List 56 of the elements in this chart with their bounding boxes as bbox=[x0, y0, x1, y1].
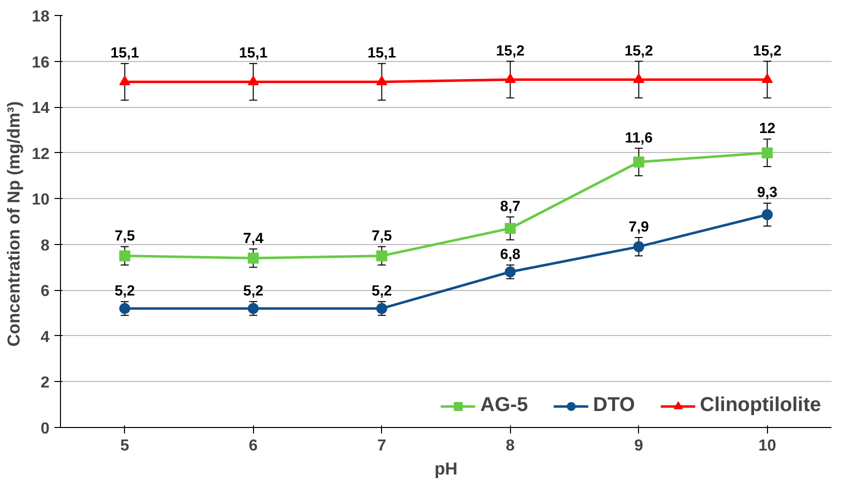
x-tick-label: 6 bbox=[248, 438, 258, 454]
x-tick-label: 5 bbox=[120, 438, 130, 454]
y-tick-label: 10 bbox=[32, 192, 50, 209]
point bbox=[376, 302, 388, 314]
data-label: 7,5 bbox=[114, 228, 135, 245]
point bbox=[119, 76, 130, 86]
data-label: 15,1 bbox=[110, 46, 140, 62]
point bbox=[504, 73, 516, 83]
data-label: 5,2 bbox=[243, 284, 264, 300]
point bbox=[248, 302, 259, 314]
x-tick-label: 10 bbox=[758, 438, 776, 454]
data-label: 15,2 bbox=[624, 43, 654, 60]
data-label: 7,5 bbox=[372, 228, 392, 245]
y-tick-label: 8 bbox=[40, 237, 50, 254]
point bbox=[376, 76, 388, 86]
y-tick-label: 12 bbox=[32, 146, 50, 163]
point bbox=[248, 76, 259, 86]
data-label: 15,1 bbox=[238, 46, 268, 62]
y-tick-label: 6 bbox=[40, 283, 50, 300]
data-label: 5,2 bbox=[114, 284, 135, 300]
legend-label: DTO bbox=[593, 394, 635, 417]
point bbox=[248, 252, 259, 264]
data-label: 9,3 bbox=[757, 185, 778, 202]
point bbox=[119, 302, 130, 314]
y-tick-label: 18 bbox=[32, 8, 50, 26]
data-label: 7,9 bbox=[628, 220, 649, 236]
legend-label: Clinoptilolite bbox=[700, 394, 821, 417]
x-tick-label: 9 bbox=[634, 438, 644, 454]
data-label: 12 bbox=[759, 121, 776, 138]
data-label: 6,8 bbox=[500, 246, 520, 263]
data-label: 15,2 bbox=[496, 43, 525, 60]
point bbox=[633, 241, 644, 252]
y-tick-label: 4 bbox=[40, 328, 50, 346]
data-label: 15,2 bbox=[752, 43, 782, 60]
data-label: 5,2 bbox=[372, 284, 392, 300]
y-tick-label: 2 bbox=[40, 374, 50, 392]
point bbox=[762, 73, 773, 83]
x-tick-label: 7 bbox=[377, 438, 386, 454]
y-tick-label: 0 bbox=[40, 420, 50, 438]
y-tick-label: 16 bbox=[32, 54, 50, 72]
x-tick-label: 8 bbox=[506, 438, 515, 454]
point bbox=[504, 222, 516, 234]
data-label: 11,6 bbox=[624, 130, 653, 146]
point bbox=[376, 250, 388, 262]
point bbox=[762, 147, 773, 158]
point bbox=[633, 73, 644, 83]
y-axis-title: Concentration of Np (mg/dm³) bbox=[4, 101, 24, 347]
point bbox=[633, 156, 644, 168]
data-label: 7,4 bbox=[243, 230, 264, 247]
y-tick-label: 14 bbox=[32, 100, 50, 118]
point bbox=[762, 209, 773, 220]
point bbox=[119, 250, 130, 262]
data-label: 15,1 bbox=[367, 46, 396, 62]
data-label: 8,7 bbox=[500, 198, 520, 215]
legend-label: AG-5 bbox=[480, 394, 528, 417]
x-axis-title: pH bbox=[434, 458, 458, 478]
